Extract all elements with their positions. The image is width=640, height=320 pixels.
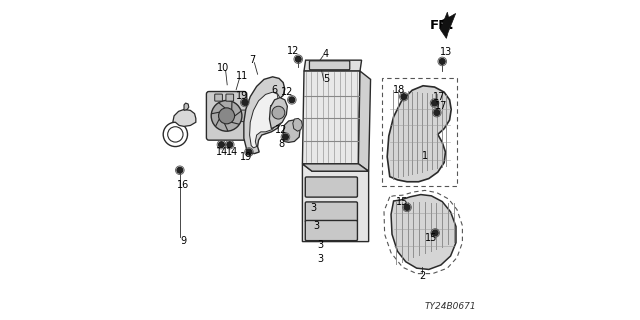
Polygon shape: [269, 98, 287, 129]
Circle shape: [219, 142, 225, 148]
Text: 3: 3: [314, 221, 320, 231]
Circle shape: [296, 56, 301, 62]
Circle shape: [177, 167, 183, 173]
Text: 6: 6: [271, 85, 278, 95]
Circle shape: [401, 94, 407, 100]
Text: 19: 19: [240, 152, 253, 163]
FancyBboxPatch shape: [305, 220, 357, 241]
Text: 15: 15: [425, 233, 438, 244]
Circle shape: [272, 106, 285, 119]
Text: 17: 17: [435, 101, 448, 111]
FancyBboxPatch shape: [305, 202, 357, 222]
Text: 3: 3: [310, 203, 316, 213]
Text: 7: 7: [249, 55, 255, 65]
FancyBboxPatch shape: [239, 110, 250, 122]
Text: 11: 11: [236, 71, 248, 81]
Polygon shape: [304, 60, 362, 71]
Polygon shape: [440, 12, 456, 38]
Polygon shape: [302, 164, 369, 171]
Text: 12: 12: [287, 45, 299, 56]
Polygon shape: [250, 92, 280, 148]
Text: 1: 1: [422, 151, 428, 161]
Circle shape: [433, 230, 438, 236]
Circle shape: [404, 204, 410, 210]
Text: 16: 16: [177, 180, 189, 190]
Polygon shape: [173, 109, 196, 126]
Text: 14: 14: [226, 147, 238, 157]
Circle shape: [242, 100, 248, 105]
Text: 18: 18: [393, 84, 406, 95]
Text: 12: 12: [281, 87, 294, 97]
Circle shape: [289, 97, 295, 103]
Circle shape: [432, 100, 438, 106]
Polygon shape: [391, 195, 456, 269]
Polygon shape: [283, 120, 300, 142]
Text: 17: 17: [433, 92, 445, 102]
Circle shape: [227, 142, 233, 148]
Polygon shape: [387, 86, 451, 182]
Text: 3: 3: [317, 254, 323, 264]
Polygon shape: [292, 118, 302, 131]
Text: 12: 12: [275, 124, 287, 135]
Circle shape: [434, 110, 440, 116]
Text: 10: 10: [217, 63, 230, 73]
FancyBboxPatch shape: [226, 94, 234, 101]
FancyBboxPatch shape: [215, 94, 223, 101]
FancyBboxPatch shape: [305, 177, 357, 197]
Circle shape: [219, 108, 235, 124]
Text: 19: 19: [236, 91, 249, 101]
Circle shape: [283, 134, 288, 140]
Text: 13: 13: [440, 47, 452, 57]
Circle shape: [211, 100, 242, 131]
Polygon shape: [184, 103, 189, 110]
Text: 2: 2: [419, 271, 426, 281]
Circle shape: [440, 59, 445, 64]
Polygon shape: [302, 164, 369, 242]
Circle shape: [246, 149, 252, 155]
Polygon shape: [302, 71, 360, 164]
Text: FR.: FR.: [429, 19, 454, 32]
Text: 15: 15: [396, 197, 408, 207]
Text: 4: 4: [323, 49, 329, 59]
Text: 8: 8: [278, 139, 284, 149]
Text: 3: 3: [317, 240, 323, 251]
Text: 9: 9: [180, 236, 186, 246]
Text: 5: 5: [323, 74, 330, 84]
Polygon shape: [358, 71, 371, 171]
Polygon shape: [244, 77, 285, 154]
Text: TY24B0671: TY24B0671: [424, 302, 476, 311]
Text: 14: 14: [216, 147, 228, 157]
FancyBboxPatch shape: [310, 61, 349, 70]
FancyBboxPatch shape: [206, 92, 247, 140]
